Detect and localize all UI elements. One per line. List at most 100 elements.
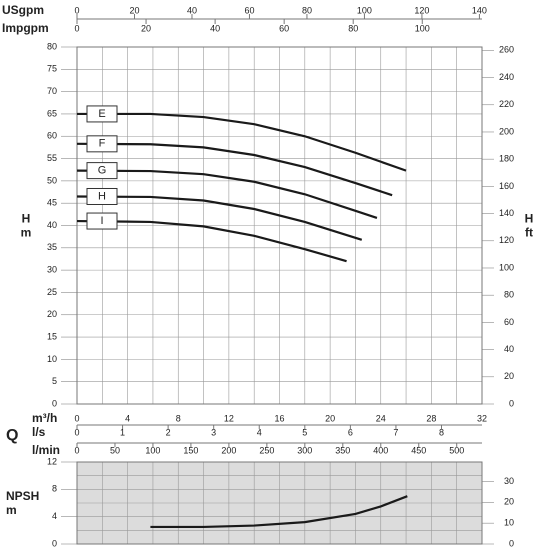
x-tick-label: 120 [414,5,429,15]
y2-tick-label: 20 [504,497,514,507]
y2-tick-label: 80 [504,290,514,300]
x-tick-label: 8 [439,427,444,437]
y2-tick-label: 260 [499,45,514,55]
y-tick-label: 35 [47,242,57,252]
y-tick-label: 0 [52,538,57,548]
x-tick-label: 100 [145,445,160,455]
y2-tick-label: 240 [499,72,514,82]
curve-label-box [86,105,118,123]
y2-tick-label: 40 [504,344,514,354]
y-tick-label: 40 [47,220,57,230]
curve [76,169,378,219]
y-tick-label: 15 [47,331,57,341]
plot-frame [76,46,483,405]
curve-label-box [86,162,118,180]
x-tick-label: 400 [373,445,388,455]
y-tick-label: 25 [47,287,57,297]
y2-tick-label: 0 [509,398,514,408]
x-axis-label: m³/h [32,411,57,425]
x-tick-label: 28 [426,413,436,423]
x-tick-label: 16 [274,413,284,423]
x-tick-label: 100 [415,23,430,33]
x-tick-label: 1 [120,427,125,437]
y-axis-label: NPSH [6,489,39,503]
x-tick-label: 450 [411,445,426,455]
y2-tick-label: 100 [499,262,514,272]
x-tick-label: 20 [129,5,139,15]
x-tick-label: 80 [348,23,358,33]
y-tick-label: 70 [47,86,57,96]
x-tick-label: 150 [183,445,198,455]
plot-frame [76,461,483,545]
curve-label-box [86,135,118,153]
y-axis-label: H [22,212,31,226]
y-tick-label: 65 [47,108,57,118]
axis-label: l/min [32,443,60,457]
y2-tick-label: 30 [504,476,514,486]
curve-label: I [100,215,103,227]
curve-label: E [98,108,105,120]
x-tick-label: 0 [74,427,79,437]
x-tick-label: 80 [302,5,312,15]
x-tick-label: 50 [110,445,120,455]
curve [76,142,393,197]
y-tick-label: 4 [52,511,57,521]
x-tick-label: 0 [74,23,79,33]
x-tick-label: 40 [210,23,220,33]
curve-label-box [86,187,118,205]
x-tick-label: 60 [244,5,254,15]
y2-tick-label: 0 [509,538,514,548]
x-tick-label: 12 [224,413,234,423]
quantity-label: Q [6,427,18,444]
x-tick-label: 250 [259,445,274,455]
y2-axis-label: H [525,212,534,226]
y2-tick-label: 180 [499,154,514,164]
x-tick-label: 8 [176,413,181,423]
y2-tick-label: 200 [499,126,514,136]
y-axis-label: m [21,226,32,240]
y2-tick-label: 220 [499,99,514,109]
x-tick-label: 24 [376,413,386,423]
y-tick-label: 10 [47,354,57,364]
curve [76,195,363,241]
y-tick-label: 55 [47,153,57,163]
curve [77,112,407,172]
curve [150,495,408,529]
x-tick-label: 300 [297,445,312,455]
axis-label: Impgpm [2,21,49,35]
y-tick-label: 80 [47,41,57,51]
x-tick-label: 0 [74,5,79,15]
x-tick-label: 0 [74,413,79,423]
x-tick-label: 500 [449,445,464,455]
y-tick-label: 60 [47,131,57,141]
y-tick-label: 0 [52,398,57,408]
curve-label: G [98,165,107,177]
x-tick-label: 140 [472,5,487,15]
y-tick-label: 45 [47,198,57,208]
y-tick-label: 12 [47,456,57,466]
curve-label-box [86,212,118,230]
x-tick-label: 4 [125,413,130,423]
x-tick-label: 32 [477,413,487,423]
axis-label: USgpm [2,3,44,17]
y2-tick-label: 140 [499,208,514,218]
curve [76,219,347,263]
x-tick-label: 7 [393,427,398,437]
x-tick-label: 2 [166,427,171,437]
y-tick-label: 8 [52,484,57,494]
x-tick-label: 60 [279,23,289,33]
y2-tick-label: 10 [504,518,514,528]
y-tick-label: 20 [47,309,57,319]
y2-tick-label: 60 [504,317,514,327]
y-tick-label: 30 [47,265,57,275]
x-tick-label: 0 [74,445,79,455]
curve-label: H [98,190,106,202]
y-tick-label: 5 [52,376,57,386]
y-tick-label: 50 [47,175,57,185]
x-tick-label: 20 [141,23,151,33]
x-tick-label: 200 [221,445,236,455]
x-tick-label: 6 [348,427,353,437]
y-axis-label: m [6,503,17,517]
curve-label: F [99,138,106,150]
